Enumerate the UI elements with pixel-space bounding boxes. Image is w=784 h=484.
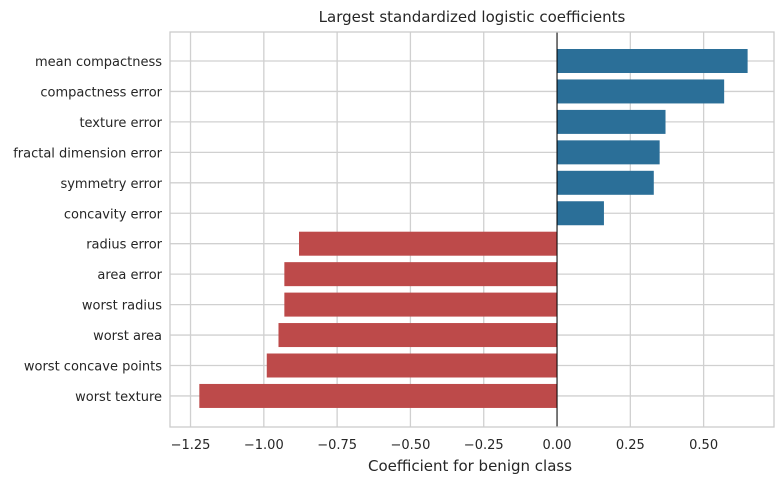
bar-mean-compactness	[557, 49, 748, 73]
y-tick-label: mean compactness	[35, 55, 162, 70]
x-tick-labels: −1.25 −1.00 −0.75 −0.50 −0.25 0.00 0.25 0.50	[171, 438, 719, 453]
bar-compactness-error	[557, 79, 725, 104]
x-tick-label: 0.25	[616, 438, 645, 453]
x-tick-label: −0.50	[391, 438, 431, 453]
bar-fractal-dimension-error	[557, 140, 660, 165]
y-tick-labels: mean compactness compactness error texture…	[13, 55, 162, 405]
y-tick-label: symmetry error	[60, 177, 162, 192]
x-tick-label: −1.25	[171, 438, 211, 453]
bar-worst-concave-points	[266, 353, 558, 378]
y-tick-label: worst concave points	[24, 360, 162, 375]
axes-frame	[169, 31, 775, 428]
x-tick-label: −0.25	[464, 438, 504, 453]
y-tick-label: worst area	[93, 329, 162, 344]
y-tick-label: texture error	[79, 116, 162, 131]
x-tick-label: 0.50	[689, 438, 718, 453]
y-tick-label: area error	[97, 268, 162, 283]
x-tick-label: −1.00	[244, 438, 284, 453]
bar-worst-area	[278, 323, 558, 348]
bars	[199, 49, 748, 408]
x-tick-label: 0.00	[543, 438, 572, 453]
y-tick-label: worst radius	[82, 299, 162, 314]
y-tick-label: concavity error	[64, 207, 163, 222]
y-tick-label: radius error	[86, 238, 162, 253]
bar-worst-radius	[284, 292, 558, 317]
chart-title: Largest standardized logistic coefficien…	[319, 8, 626, 26]
bar-concavity-error	[557, 201, 604, 226]
bar-radius-error	[299, 231, 558, 256]
y-tick-label: fractal dimension error	[13, 146, 162, 161]
y-tick-label: compactness error	[40, 85, 162, 100]
x-tick-label: −0.75	[317, 438, 357, 453]
bar-area-error	[284, 262, 558, 287]
y-tick-label: worst texture	[75, 390, 162, 405]
bar-texture-error	[557, 109, 666, 134]
bar-worst-texture	[199, 383, 558, 408]
bar-symmetry-error	[557, 170, 654, 195]
x-axis-label: Coefficient for benign class	[368, 457, 572, 475]
